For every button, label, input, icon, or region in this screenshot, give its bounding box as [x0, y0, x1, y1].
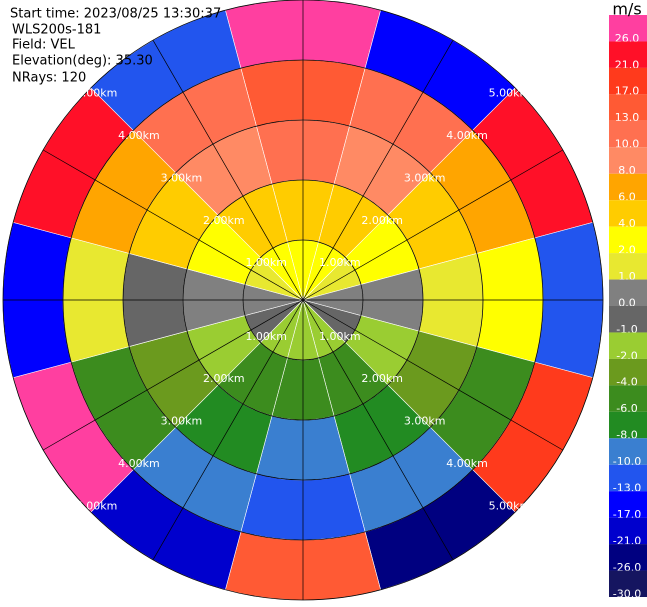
range-ring-label: 1.00km — [245, 256, 287, 269]
range-ring-label: 5.00km — [489, 87, 531, 100]
spoke — [302, 299, 563, 451]
colorbar-band — [609, 517, 647, 545]
range-ring-label: 4.00km — [446, 129, 488, 142]
range-ring-label: 5.00km — [489, 499, 531, 512]
colorbar-band — [609, 491, 647, 518]
range-ring — [182, 179, 424, 421]
colorbar-band — [609, 570, 647, 597]
colorbar-band — [609, 279, 647, 306]
annotation: NRays: 120 — [12, 71, 86, 86]
colorbar-band — [609, 147, 647, 174]
colorbar-band — [609, 332, 647, 359]
colorbar-band — [609, 438, 647, 465]
colorbar-band — [609, 306, 647, 333]
range-ring-label: 3.00km — [404, 415, 446, 428]
range-ring-label: 1.00km — [245, 330, 287, 343]
colorbar-band — [609, 544, 647, 571]
range-ring-label: 1.00km — [319, 256, 361, 269]
colorbar-band — [609, 385, 647, 412]
colorbar-band — [609, 67, 647, 95]
range-ring — [122, 119, 484, 481]
colorbar-band — [609, 358, 647, 386]
annotation: Start time: 2023/08/25 13:30:37 — [10, 7, 221, 22]
spoke — [302, 40, 454, 301]
annotation: Elevation(deg): 35.30 — [12, 54, 153, 69]
range-ring — [62, 59, 544, 541]
annotation: Field: VEL — [12, 38, 76, 53]
colorbar-band — [609, 120, 647, 148]
colorbar-band — [609, 226, 647, 254]
spoke — [43, 299, 304, 451]
range-ring-label: 2.00km — [361, 214, 403, 227]
spoke — [152, 299, 304, 560]
colorbar-band — [609, 94, 647, 121]
range-ring — [242, 239, 364, 361]
spoke — [302, 299, 454, 560]
range-ring-label: 4.00km — [118, 129, 160, 142]
colorbar-label: m/s — [612, 0, 641, 19]
colorbar-tick-label: -30.0 — [613, 587, 641, 600]
colorbar-band — [609, 464, 647, 492]
range-ring — [2, 0, 604, 601]
colorbar-band — [609, 411, 647, 439]
range-ring-label: 2.00km — [203, 214, 245, 227]
colorbar-band — [609, 15, 647, 42]
colorbar-band — [609, 173, 647, 201]
colorbar-band — [609, 200, 647, 227]
colorbar-band — [609, 41, 647, 68]
range-ring-label: 1.00km — [319, 330, 361, 343]
colorbar-band — [609, 253, 647, 280]
range-ring-label: 5.00km — [76, 87, 118, 100]
range-ring-label: 4.00km — [446, 457, 488, 470]
range-ring-label: 3.00km — [161, 171, 203, 184]
range-ring-label: 2.00km — [361, 372, 403, 385]
spoke — [43, 149, 304, 301]
range-ring-label: 3.00km — [404, 171, 446, 184]
range-ring-label: 4.00km — [118, 457, 160, 470]
range-ring-label: 3.00km — [161, 415, 203, 428]
spoke — [302, 149, 563, 301]
spoke — [152, 40, 304, 301]
range-ring-label: 2.00km — [203, 372, 245, 385]
annotation: WLS200s-181 — [12, 23, 101, 38]
range-ring-label: 5.00km — [76, 499, 118, 512]
